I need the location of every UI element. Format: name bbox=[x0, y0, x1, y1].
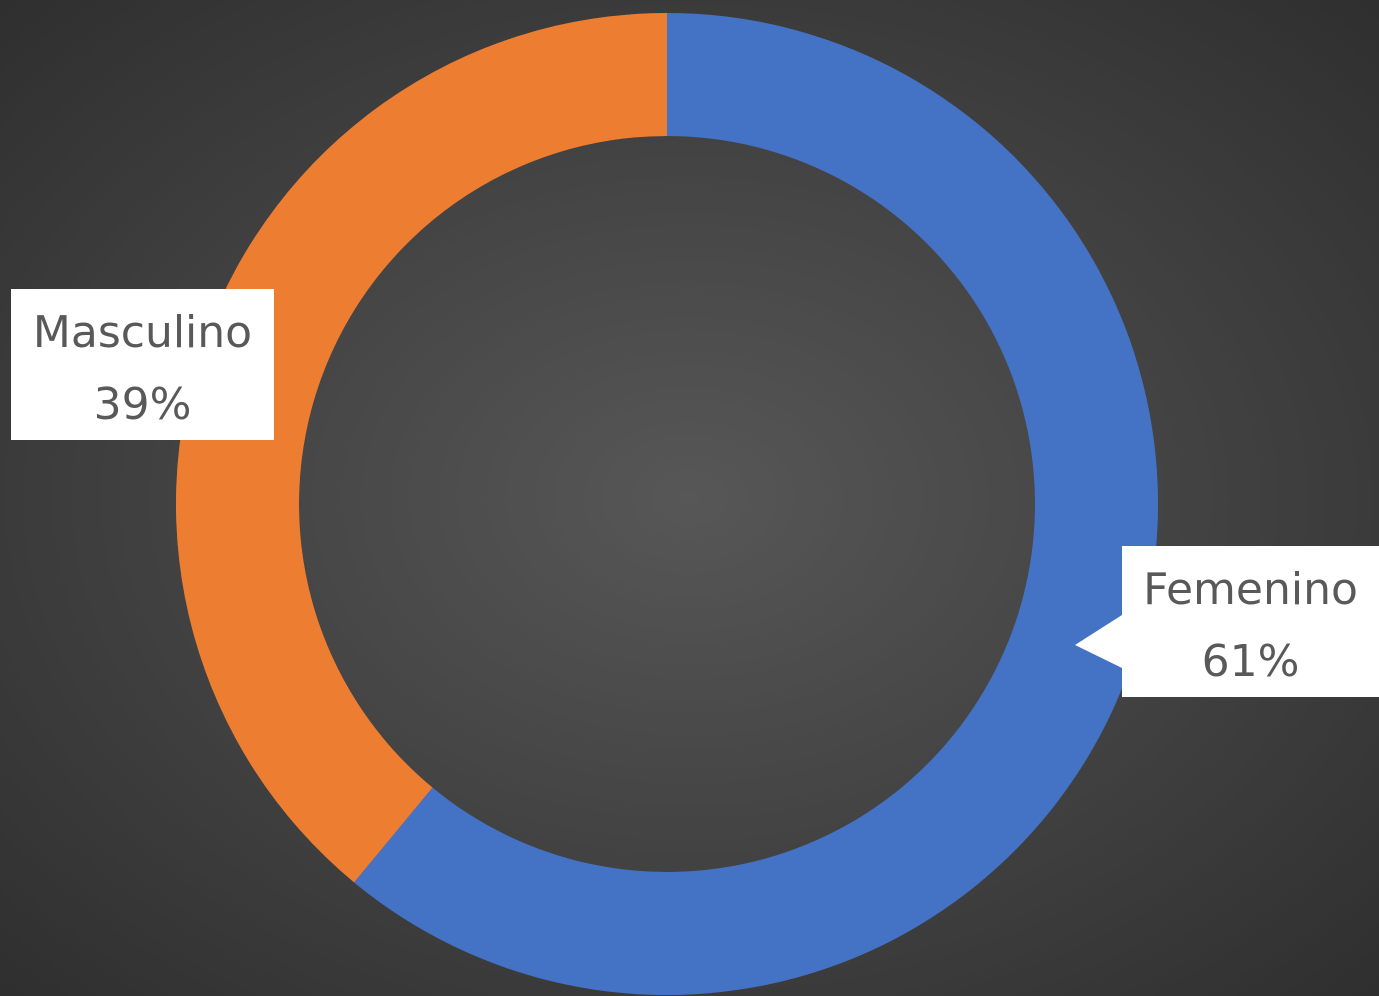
data-label-category: Femenino bbox=[1143, 564, 1358, 615]
data-label: Masculino 39% bbox=[11, 289, 274, 440]
data-label-category: Masculino bbox=[33, 307, 252, 358]
data-label-box bbox=[11, 289, 274, 440]
data-label-pointer bbox=[1075, 615, 1122, 668]
data-label: Femenino 61% bbox=[1075, 546, 1379, 697]
donut-slice-shade bbox=[176, 13, 668, 883]
data-label-value: 39% bbox=[94, 379, 192, 430]
donut-slice-shade bbox=[354, 13, 1159, 995]
data-label-box bbox=[1122, 546, 1379, 697]
data-label-value: 61% bbox=[1202, 636, 1300, 687]
